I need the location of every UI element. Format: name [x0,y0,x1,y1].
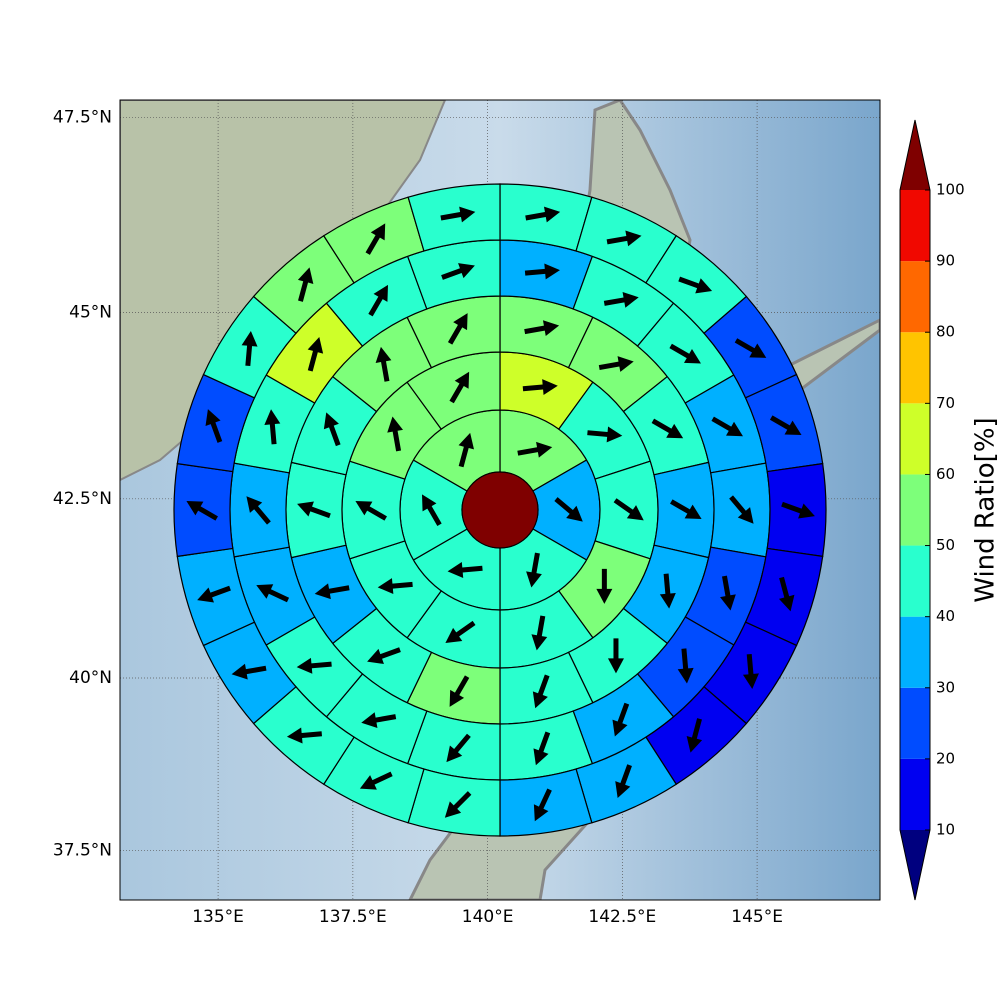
colorbar-tick-label: 10 [936,821,955,839]
y-tick-label: 37.5°N [53,841,112,861]
x-tick-label: 137.5°E [319,907,387,927]
colorbar-tick-label: 70 [936,394,955,412]
x-tick-label: 145°E [731,907,783,927]
x-tick-label: 140°E [462,907,514,927]
colorbar-band [900,759,930,830]
sector [408,769,500,836]
colorbar-band [900,617,930,688]
colorbar-band [900,332,930,403]
colorbar: 10 20 30 40 50 60 70 80 90 100 [900,120,965,900]
colorbar-tick-label: 40 [936,607,955,625]
x-tick-label: 142.5°E [588,907,656,927]
colorbar-under [900,830,930,900]
colorbar-band [900,261,930,332]
colorbar-tick-label: 30 [936,678,955,696]
y-tick-label: 45°N [69,302,112,322]
x-tick-label: 135°E [192,907,244,927]
sectors [174,184,826,836]
colorbar-band [900,474,930,545]
y-tick-label: 47.5°N [53,108,112,128]
colorbar-tick-label: 90 [936,252,955,270]
colorbar-band [900,546,930,617]
colorbar-band [900,403,930,474]
y-tick-label: 42.5°N [53,489,112,509]
colorbar-tick-label: 100 [936,181,965,199]
colorbar-band [900,190,930,261]
colorbar-over [900,120,930,190]
colorbar-label: Wind Ratio[%] [971,417,1000,602]
colorbar-band [900,688,930,759]
colorbar-tick-label: 20 [936,749,955,767]
colorbar-tick-label: 50 [936,536,955,554]
center-disc [462,472,538,548]
colorbar-tick-label: 60 [936,465,955,483]
colorbar-tick-label: 80 [936,323,955,341]
y-tick-label: 40°N [69,668,112,688]
